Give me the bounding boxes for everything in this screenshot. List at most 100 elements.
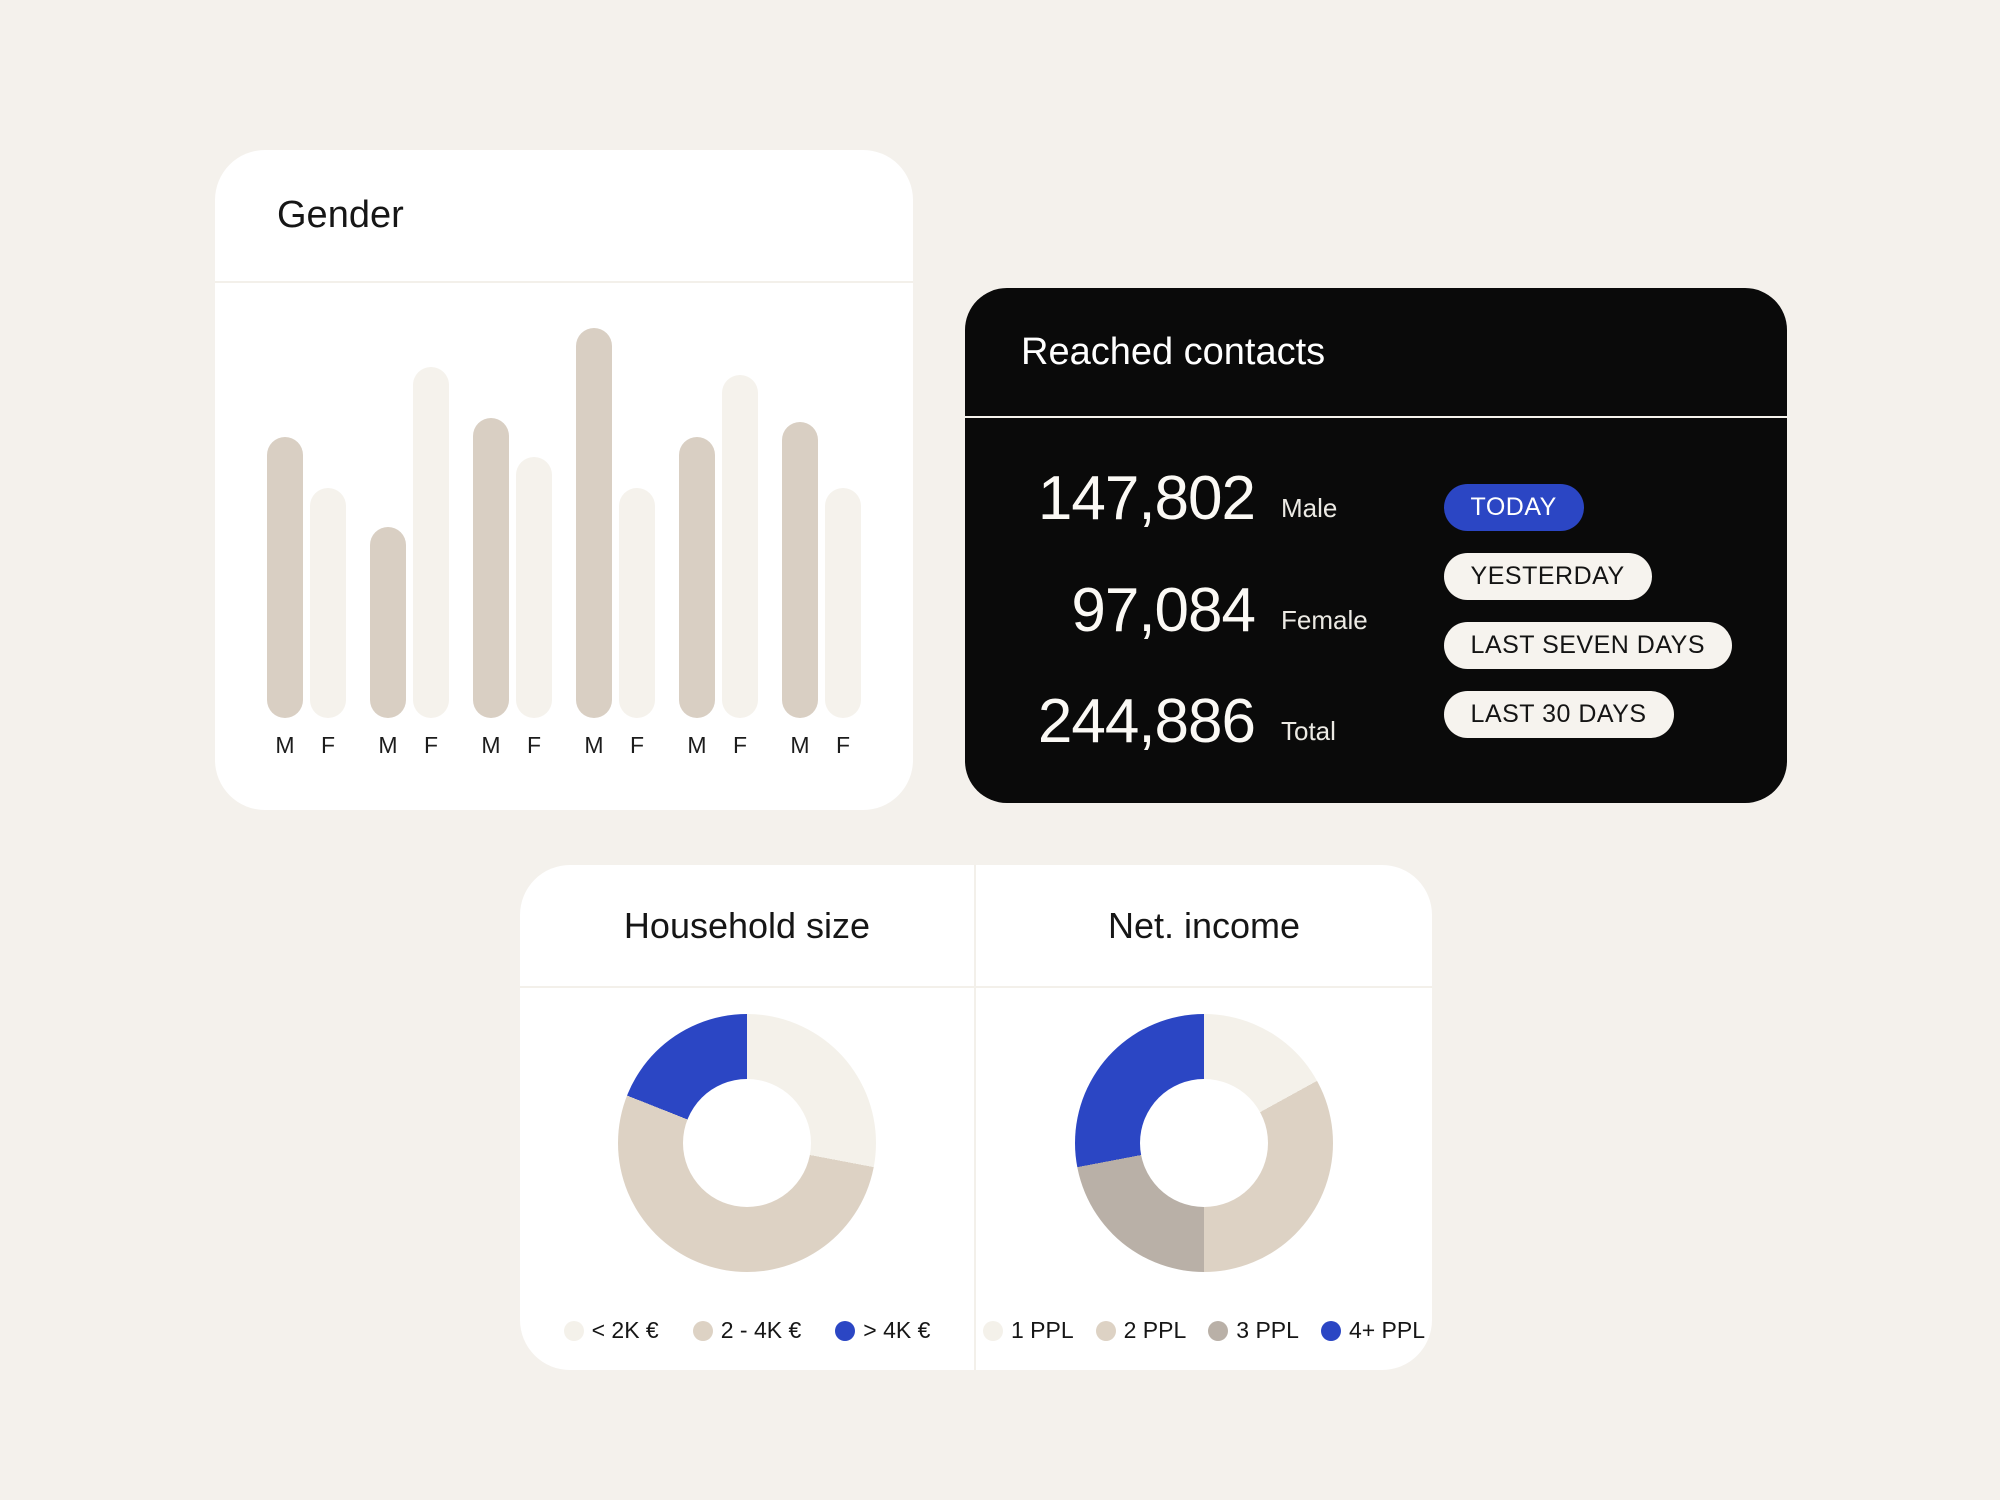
bar-female-column: F [413,367,449,762]
legend-dot-gray [1208,1320,1229,1341]
legend-label: > 4K € [863,1317,931,1343]
legend-label: 4+ PPL [1348,1317,1426,1343]
reached-stats: 147,802 Male 97,084 Female 244,886 Total [1005,418,1368,803]
total-count: 244,886 [1037,687,1256,757]
legend-label: 2 - 4K € [720,1317,802,1343]
bar-male-column: M [473,418,509,762]
male-count: 147,802 [1037,463,1256,533]
household-size-donut-chart [618,1014,876,1272]
bar-female [825,488,861,718]
gender-card-title: Gender [277,194,404,236]
legend-label: < 2K € [591,1317,659,1343]
stat-row-female: 97,084 Female [1005,575,1367,645]
donut-hole [683,1079,811,1207]
stat-row-total: 244,886 Total [1005,691,1368,753]
bar-male-column: M [782,422,818,762]
axis-label-M: M [687,732,707,758]
legend-item: 2 PPL [1095,1317,1187,1344]
household-size-legend: < 2K € 2 - 4K € > 4K € [563,1317,930,1344]
legend-item: < 2K € [563,1317,659,1344]
net-income-title: Net. income [1107,904,1301,946]
filter-yesterday-button[interactable]: YESTERDAY [1443,552,1652,600]
net-income-header: Net. income [976,865,1432,988]
axis-label-M: M [584,732,604,758]
filter-today-button[interactable]: TODAY [1443,483,1584,531]
bar-female-column: F [825,488,861,762]
axis-label-M: M [275,732,295,758]
legend-item: 1 PPL [982,1317,1074,1344]
bar-male [679,437,715,718]
bar-female-column: F [722,375,758,762]
bar-female [310,488,346,718]
bar-male-column: M [370,527,406,762]
legend-dot-beige [692,1320,713,1341]
bar-female-column: F [619,488,655,762]
legend-label: 1 PPL [1010,1317,1074,1343]
axis-label-F: F [526,732,542,758]
legend-item: 4+ PPL [1320,1317,1426,1344]
bar-male-column: M [679,437,715,762]
gender-card-header: Gender [215,150,913,283]
household-size-panel: Household size < 2K € 2 - 4K € [520,865,976,1370]
legend-item: 2 - 4K € [692,1317,802,1344]
axis-label-F: F [320,732,336,758]
reached-contacts-body: 147,802 Male 97,084 Female 244,886 Total… [965,418,1787,803]
legend-item: > 4K € [835,1317,930,1344]
date-filter-group: TODAY YESTERDAY LAST SEVEN DAYS LAST 30 … [1443,418,1732,803]
axis-label-F: F [835,732,851,758]
axis-label-F: F [629,732,645,758]
household-size-chart-area: < 2K € 2 - 4K € > 4K € [520,988,974,1370]
legend-item: 3 PPL [1208,1317,1299,1344]
bar-female [619,488,655,718]
axis-label-M: M [790,732,810,758]
bar-female-column: F [516,457,552,762]
axis-label-M: M [378,732,398,758]
bar-male [267,437,303,718]
net-income-legend: 1 PPL 2 PPL 3 PPL 4+ PPL [982,1317,1426,1344]
bar-female-column: F [310,488,346,762]
male-label: Male [1281,492,1338,523]
demographics-card: Household size < 2K € 2 - 4K € [520,865,1432,1370]
legend-dot-beige [1095,1320,1116,1341]
filter-last-seven-days-button[interactable]: LAST SEVEN DAYS [1443,621,1732,669]
bar-male [370,527,406,718]
legend-dot-cream [982,1320,1003,1341]
bar-male [782,422,818,718]
legend-label: 3 PPL [1236,1317,1299,1343]
bar-male [473,418,509,718]
legend-dot-blue [1320,1320,1341,1341]
axis-label-M: M [481,732,501,758]
bar-male [576,328,612,718]
bar-male-column: M [267,437,303,762]
reached-contacts-header: Reached contacts [965,288,1787,418]
female-count: 97,084 [1071,575,1256,645]
legend-dot-cream [563,1320,584,1341]
stat-row-male: 147,802 Male [1005,463,1368,533]
net-income-donut-chart [1075,1014,1333,1272]
bar-female [413,367,449,718]
household-size-title: Household size [623,904,871,946]
household-size-header: Household size [520,865,974,988]
bar-female [516,457,552,718]
bar-female [722,375,758,718]
net-income-chart-area: 1 PPL 2 PPL 3 PPL 4+ PPL [976,988,1432,1370]
axis-label-F: F [732,732,748,758]
reached-contacts-title: Reached contacts [1021,330,1326,373]
donut-hole [1140,1079,1268,1207]
axis-label-F: F [423,732,439,758]
bar-male-column: M [576,328,612,762]
legend-label: 2 PPL [1123,1317,1187,1343]
reached-contacts-card: Reached contacts 147,802 Male 97,084 Fem… [965,288,1787,803]
net-income-panel: Net. income 1 PPL 2 PPL [976,865,1432,1370]
legend-dot-blue [835,1320,856,1341]
filter-last-30-days-button[interactable]: LAST 30 DAYS [1443,690,1674,738]
